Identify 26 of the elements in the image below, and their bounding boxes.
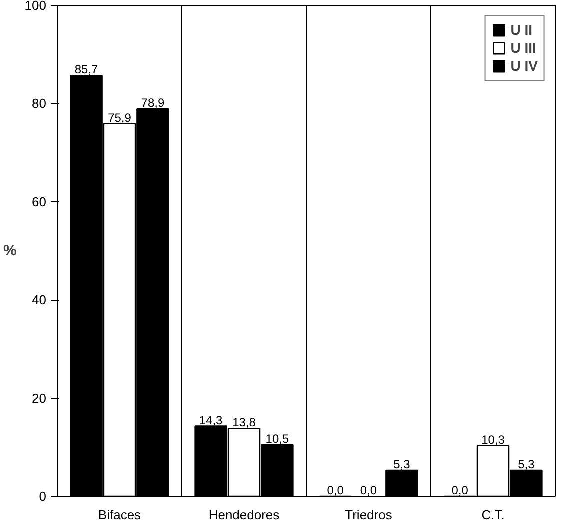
y-tick-label: 20 <box>32 390 47 406</box>
legend-label: U IV <box>510 58 538 74</box>
x-tick-label: Bifaces <box>98 508 142 522</box>
data-label: 78,9 <box>141 96 165 110</box>
data-label: 10,5 <box>266 432 290 446</box>
y-axis-title: % <box>3 242 17 260</box>
y-tick-label: 40 <box>32 292 47 308</box>
data-label: 5,3 <box>518 457 536 472</box>
data-label: 85,7 <box>74 62 99 77</box>
y-tick-label: 100 <box>24 0 47 13</box>
data-label: 0,0 <box>360 484 378 498</box>
x-tick-label: Hendedores <box>208 508 280 522</box>
y-tick-label: 80 <box>32 96 47 112</box>
y-tick-label: 0 <box>39 489 47 504</box>
y-tick-label: 60 <box>32 194 47 210</box>
data-label: 10,3 <box>482 432 506 447</box>
legend-label: U II <box>510 22 533 38</box>
data-label: 75,9 <box>108 110 132 125</box>
data-label: 14,3 <box>199 413 224 428</box>
data-label: 0,0 <box>327 484 344 498</box>
data-label: 0,0 <box>452 484 469 498</box>
data-label: 13,8 <box>232 416 256 430</box>
x-tick-label: Triedros <box>345 508 393 522</box>
data-label: 5,3 <box>394 457 411 472</box>
legend-label: U III <box>510 40 536 56</box>
x-tick-label: C.T. <box>482 508 505 522</box>
